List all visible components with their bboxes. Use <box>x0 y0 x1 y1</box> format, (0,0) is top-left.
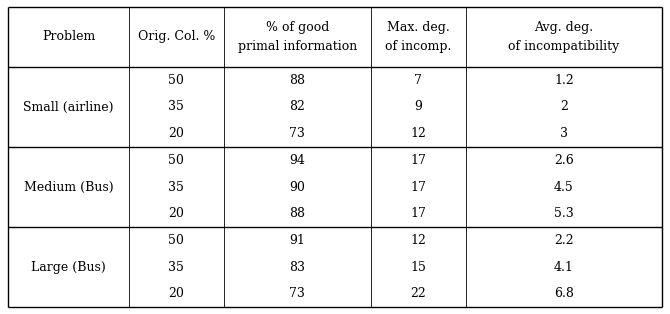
Text: 17: 17 <box>411 154 426 167</box>
Text: 3: 3 <box>560 127 568 140</box>
Text: 20: 20 <box>168 207 184 220</box>
Text: 88: 88 <box>289 74 306 87</box>
Text: 7: 7 <box>415 74 422 87</box>
Text: 50: 50 <box>168 234 184 247</box>
Text: 82: 82 <box>289 100 306 113</box>
Text: 12: 12 <box>411 234 426 247</box>
Text: 17: 17 <box>411 207 426 220</box>
Text: of incomp.: of incomp. <box>385 40 452 53</box>
Text: 4.1: 4.1 <box>554 261 574 273</box>
Text: 2: 2 <box>560 100 567 113</box>
Text: Avg. deg.: Avg. deg. <box>534 21 594 34</box>
Text: 35: 35 <box>168 261 184 273</box>
Text: 22: 22 <box>411 287 426 300</box>
Text: primal information: primal information <box>238 40 357 53</box>
Text: 90: 90 <box>289 181 306 193</box>
Text: 5.3: 5.3 <box>554 207 574 220</box>
Text: Small (airline): Small (airline) <box>23 100 114 113</box>
Text: 35: 35 <box>168 100 184 113</box>
Text: Problem: Problem <box>42 30 95 43</box>
Text: Max. deg.: Max. deg. <box>387 21 450 34</box>
Text: 94: 94 <box>289 154 306 167</box>
Text: 88: 88 <box>289 207 306 220</box>
Text: 12: 12 <box>411 127 426 140</box>
Text: of incompatibility: of incompatibility <box>509 40 620 53</box>
Text: 91: 91 <box>289 234 306 247</box>
Text: 20: 20 <box>168 127 184 140</box>
Text: 73: 73 <box>289 287 306 300</box>
Text: 83: 83 <box>289 261 306 273</box>
Text: 17: 17 <box>411 181 426 193</box>
Text: 1.2: 1.2 <box>554 74 574 87</box>
Text: % of good: % of good <box>266 21 329 34</box>
Text: 9: 9 <box>415 100 422 113</box>
Text: Orig. Col. %: Orig. Col. % <box>138 30 215 43</box>
Text: Large (Bus): Large (Bus) <box>31 261 106 273</box>
Text: 20: 20 <box>168 287 184 300</box>
Text: 73: 73 <box>289 127 306 140</box>
Text: 4.5: 4.5 <box>554 181 574 193</box>
Text: 35: 35 <box>168 181 184 193</box>
Text: 50: 50 <box>168 154 184 167</box>
Text: 2.6: 2.6 <box>554 154 574 167</box>
Text: 50: 50 <box>168 74 184 87</box>
Text: 6.8: 6.8 <box>554 287 574 300</box>
Text: 15: 15 <box>411 261 426 273</box>
Text: Medium (Bus): Medium (Bus) <box>23 181 113 193</box>
Text: 2.2: 2.2 <box>554 234 574 247</box>
